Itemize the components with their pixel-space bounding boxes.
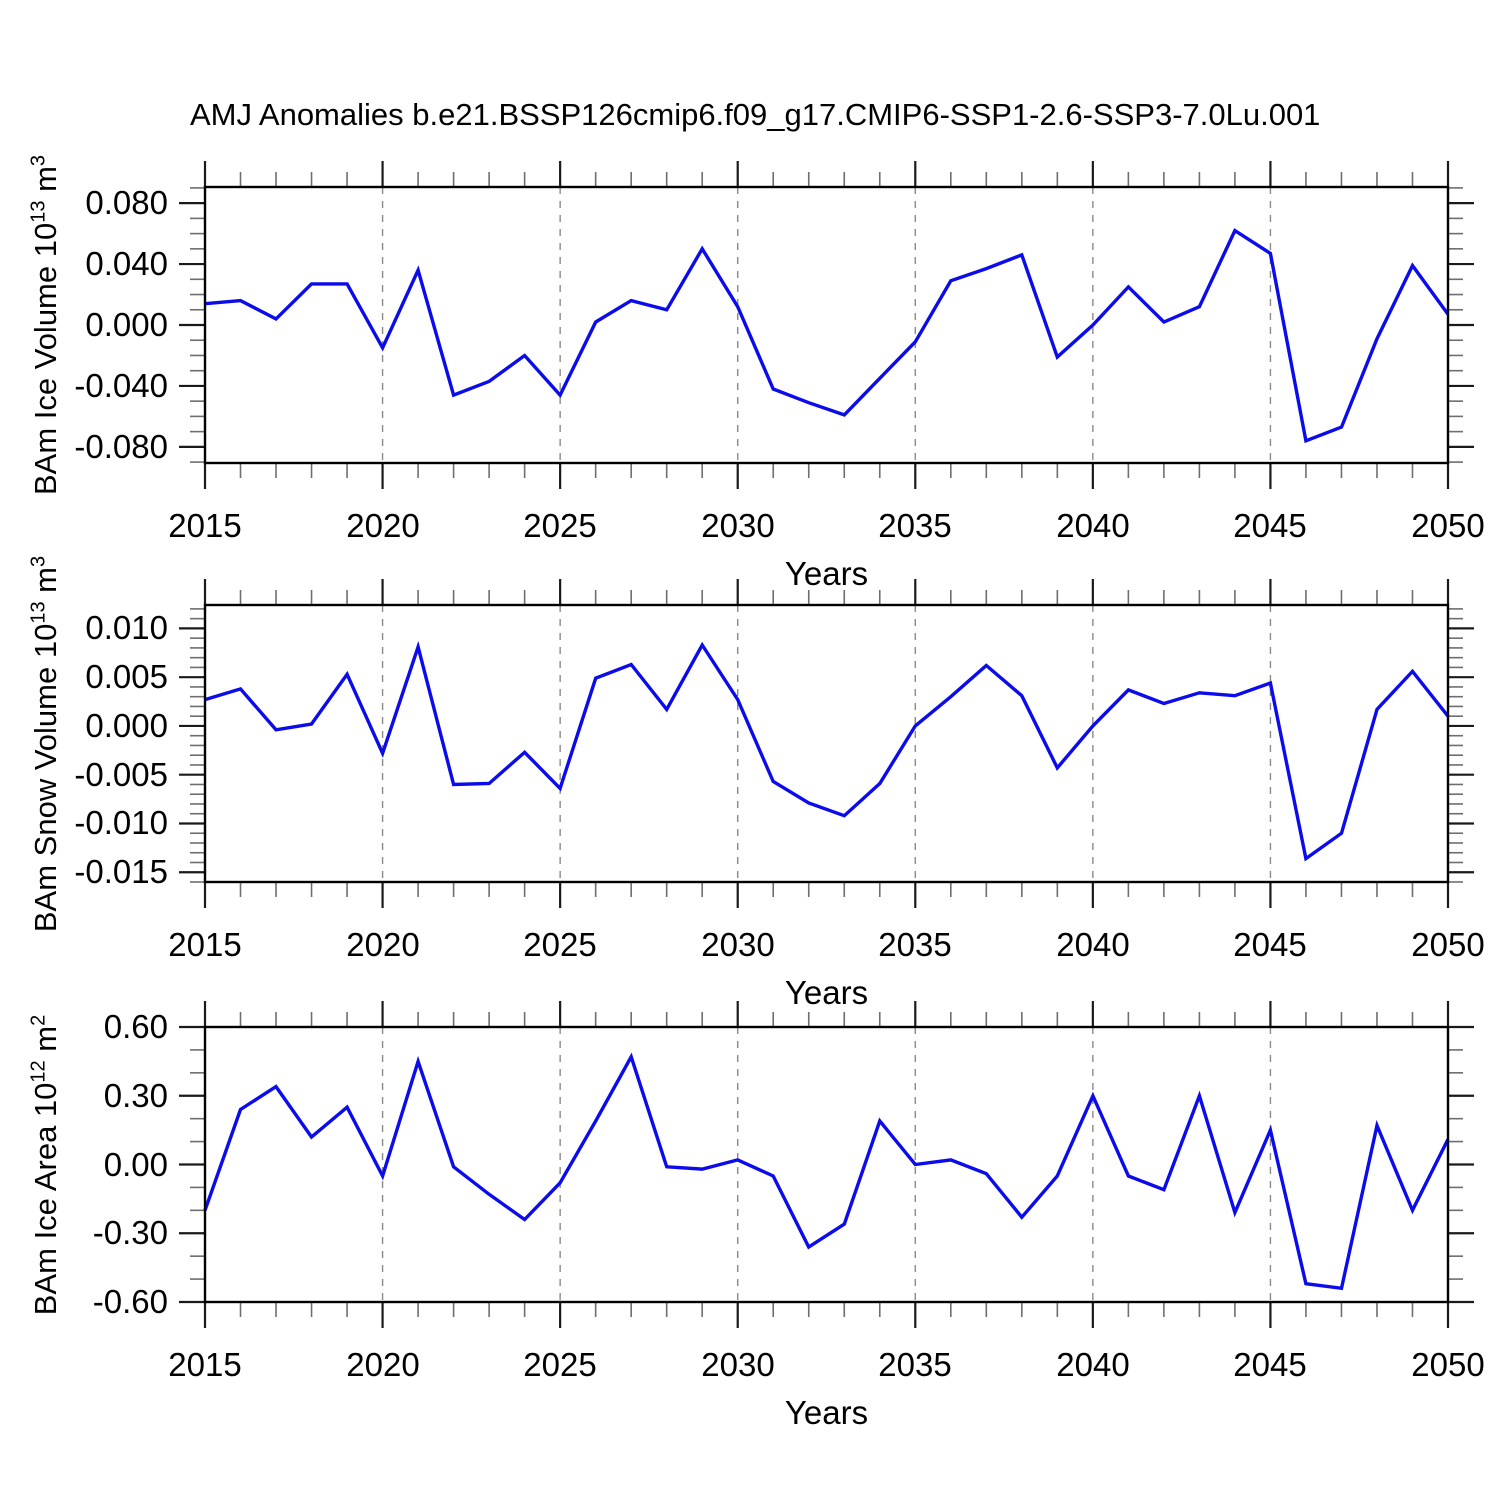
xtick-label: 2025	[523, 1346, 597, 1383]
xtick-label: 2035	[878, 1346, 952, 1383]
xtick-label: 2020	[346, 507, 420, 544]
xtick-label: 2015	[168, 1346, 242, 1383]
ylabel-base2: m	[28, 166, 63, 201]
ylabel-sup1: 13	[27, 600, 50, 624]
xtick-label: 2020	[346, 1346, 420, 1383]
xtick-label: 2030	[701, 1346, 775, 1383]
grid-lines	[381, 605, 1272, 882]
ytick-label: -0.010	[74, 804, 168, 841]
ytick-label: 0.000	[85, 707, 168, 744]
xtick-label: 2020	[346, 926, 420, 963]
xtick-label: 2040	[1056, 507, 1130, 544]
ylabel-sup1: 12	[27, 1059, 50, 1083]
ylabel-sup2: 3	[27, 555, 50, 567]
ytick-label: 0.60	[103, 1008, 168, 1045]
xtick-label: 2030	[701, 507, 775, 544]
chart-title: AMJ Anomalies b.e21.BSSP126cmip6.f09_g17…	[190, 97, 1321, 132]
panel-ice-area	[179, 1001, 1474, 1328]
xtick-label: 2040	[1056, 1346, 1130, 1383]
xtick-label: 2030	[701, 926, 775, 963]
ylabel-sup2: 3	[27, 154, 50, 167]
axis-xlabel-ice-area: Years	[784, 1394, 869, 1431]
ytick-label: -0.015	[74, 853, 168, 890]
ylabel-sup1: 13	[27, 200, 50, 223]
plot-frame	[203, 1025, 1450, 1304]
ytick-label: 0.080	[85, 184, 168, 221]
axis-ylabel-ice-volume: BAm Ice Volume 1013 m3	[28, 155, 64, 495]
xtick-label: 2035	[878, 507, 952, 544]
ylabel-base1: BAm Snow Volume 10	[28, 623, 63, 932]
xtick-label: 2050	[1411, 507, 1485, 544]
xtick-label: 2025	[523, 507, 597, 544]
ytick-label: 0.010	[85, 609, 168, 646]
ylabel-base2: m	[28, 566, 63, 601]
xtick-label: 2025	[523, 926, 597, 963]
xtick-label: 2050	[1411, 926, 1485, 963]
major-ticks	[179, 579, 1474, 908]
ytick-label: 0.040	[85, 245, 168, 282]
minor-ticks	[190, 1012, 1463, 1317]
ytick-label: -0.080	[74, 428, 168, 465]
axis-xlabel-snow-volume: Years	[784, 974, 869, 1011]
ytick-label: 0.000	[85, 306, 168, 343]
ylabel-base1: BAm Ice Area 10	[28, 1082, 63, 1315]
minor-ticks	[190, 590, 1463, 897]
grid-lines	[381, 1027, 1272, 1302]
ytick-label: 0.00	[103, 1146, 168, 1183]
major-ticks	[179, 1001, 1474, 1328]
ytick-label: 0.005	[85, 658, 168, 695]
ytick-label: -0.30	[92, 1214, 168, 1251]
line-snow-volume	[204, 640, 1450, 862]
xtick-label: 2035	[878, 926, 952, 963]
ylabel-sup2: 2	[27, 1014, 50, 1026]
ylabel-base2: m	[28, 1025, 63, 1060]
line-ice-area	[203, 1052, 1450, 1291]
xtick-label: 2015	[168, 926, 242, 963]
xtick-label: 2050	[1411, 1346, 1485, 1383]
xtick-label: 2045	[1233, 926, 1307, 963]
grid-lines	[381, 187, 1272, 463]
xtick-label: 2045	[1233, 507, 1307, 544]
plot-frame	[203, 603, 1450, 884]
axis-xlabel-ice-volume: Years	[784, 555, 869, 592]
xtick-label: 2040	[1056, 926, 1130, 963]
xtick-label: 2015	[168, 507, 242, 544]
axis-ylabel-snow-volume: BAm Snow Volume 1013 m3	[28, 555, 64, 931]
minor-ticks	[190, 172, 1463, 478]
line-ice-volume	[204, 228, 1450, 444]
axis-ylabel-ice-area: BAm Ice Area 1012 m2	[28, 1014, 64, 1314]
ylabel-base1: BAm Ice Volume 10	[28, 222, 63, 496]
xtick-label: 2045	[1233, 1346, 1307, 1383]
major-ticks	[179, 161, 1474, 489]
ytick-label: -0.005	[74, 756, 168, 793]
panel-snow-volume	[179, 579, 1474, 908]
ytick-label: 0.30	[103, 1077, 168, 1114]
panel-ice-volume	[179, 161, 1474, 489]
ytick-label: -0.040	[74, 367, 168, 404]
plot-frame	[203, 185, 1450, 465]
ytick-label: -0.60	[92, 1283, 168, 1320]
